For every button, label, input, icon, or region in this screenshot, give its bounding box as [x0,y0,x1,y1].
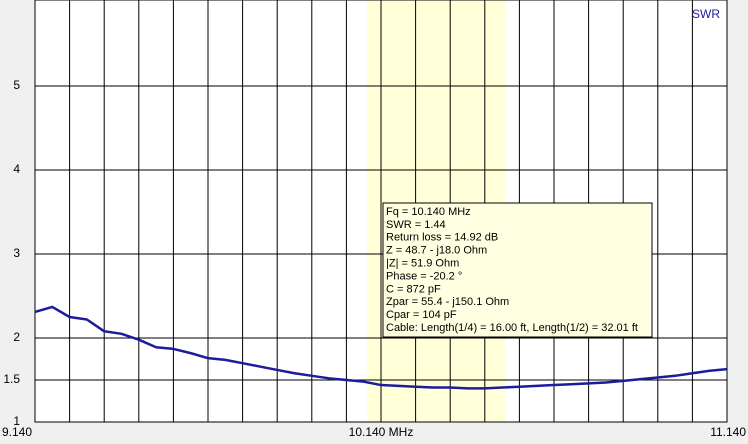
info-line: Fq = 10.140 MHz [386,206,471,218]
x-tick-label: 9.140 [2,425,32,439]
legend-entry: SWR [692,7,720,21]
info-line: Return loss = 14.92 dB [386,232,498,244]
plot-border [34,0,728,423]
y-tick-label: 1 [13,414,20,428]
info-line: C = 872 pF [386,283,441,295]
info-line: Z = 48.7 - j18.0 Ohm [386,245,487,257]
x-tick-label: 10.140 MHz [349,425,414,439]
y-tick-label: 2 [13,330,20,344]
info-box [382,202,653,338]
y-tick-label: 1.5 [3,372,20,386]
info-line: Cable: Length(1/4) = 16.00 ft, Length(1/… [386,322,638,334]
series-line [34,305,728,390]
y-tick-label: 3 [13,246,20,260]
info-line: SWR = 1.44 [386,219,446,231]
info-line: |Z| = 51.9 Ohm [386,258,459,270]
x-tick-label: 11.140 [710,425,746,439]
info-line: Cpar = 104 pF [386,309,457,321]
y-tick-label: 4 [13,162,20,176]
info-line: Zpar = 55.4 - j150.1 Ohm [386,296,509,308]
y-tick-label: 5 [13,78,20,92]
info-line: Phase = -20.2 ° [386,270,462,282]
